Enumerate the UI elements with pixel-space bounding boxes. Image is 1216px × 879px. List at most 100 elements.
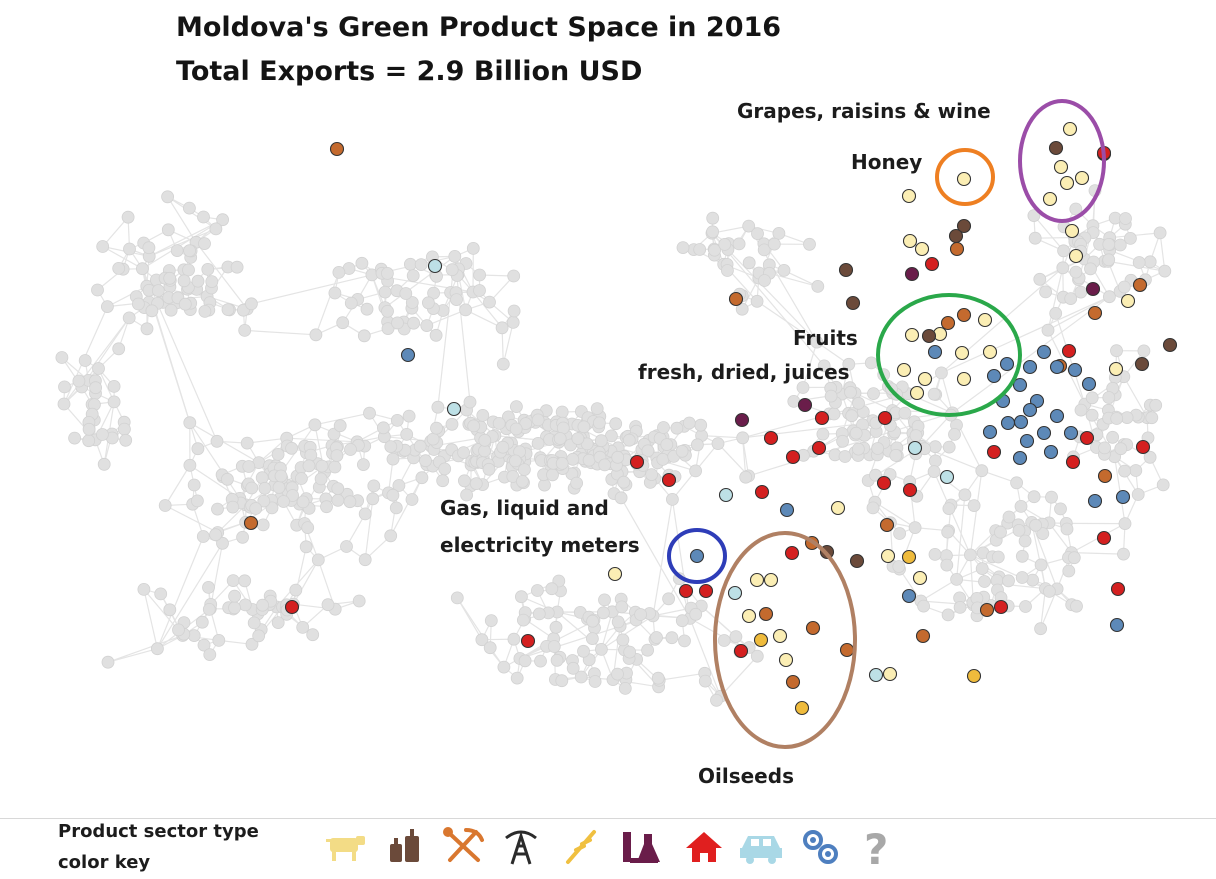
network-node (118, 422, 131, 436)
export-product-node (1061, 343, 1077, 359)
network-edge (816, 341, 850, 365)
network-node (289, 583, 303, 597)
network-node (421, 296, 435, 310)
network-node (598, 593, 611, 607)
export-product-node (1085, 281, 1101, 297)
network-node (1036, 527, 1050, 540)
network-node (1145, 411, 1159, 425)
network-node (739, 470, 753, 484)
network-node (386, 488, 400, 502)
network-node (708, 243, 721, 257)
network-node (457, 446, 471, 460)
network-node (1027, 490, 1041, 504)
network-node (1102, 253, 1116, 267)
network-node (405, 296, 419, 309)
network-node (1039, 285, 1052, 299)
network-node (706, 225, 719, 239)
network-node (736, 431, 750, 445)
network-edge (899, 568, 922, 602)
network-node (586, 632, 599, 645)
export-product-node (982, 344, 998, 360)
export-product-node (784, 545, 800, 561)
network-edge (156, 536, 204, 649)
network-node (309, 328, 323, 342)
network-node (330, 449, 344, 463)
network-node (1018, 534, 1032, 548)
export-product-node (284, 599, 300, 615)
network-node (448, 249, 462, 263)
export-product-node (927, 344, 943, 360)
network-node (405, 493, 419, 506)
network-node (796, 381, 810, 394)
network-node (137, 583, 151, 596)
export-product-node (876, 475, 892, 491)
network-node (473, 268, 487, 282)
export-product-node (1135, 439, 1151, 455)
network-node (384, 440, 398, 454)
network-edge (756, 300, 818, 343)
network-node (1028, 231, 1042, 245)
network-node (641, 444, 655, 458)
export-product-node (877, 410, 893, 426)
oil-derrick-icon (505, 830, 537, 865)
network-node (333, 419, 347, 433)
network-edge (1114, 456, 1126, 524)
network-node (1143, 255, 1157, 269)
network-node (183, 458, 197, 472)
network-node (112, 261, 126, 275)
network-node (577, 420, 591, 434)
network-node (1098, 441, 1111, 455)
export-product-node (956, 171, 972, 187)
export-product-node (1049, 408, 1065, 424)
question-mark-icon: ? (864, 826, 888, 870)
network-node (101, 300, 114, 314)
network-node (678, 634, 691, 648)
network-node (1057, 244, 1070, 258)
network-node (478, 433, 492, 447)
network-node (119, 433, 133, 447)
svg-text:?: ? (864, 826, 888, 870)
network-node (436, 474, 450, 488)
export-product-node (779, 502, 795, 518)
network-node (89, 381, 102, 395)
network-node (611, 615, 625, 629)
network-node (183, 416, 197, 430)
network-node (1014, 499, 1028, 513)
network-edge (1033, 215, 1065, 252)
network-node (689, 464, 702, 478)
network-node (122, 311, 136, 325)
network-edge (652, 499, 673, 616)
network-node (459, 303, 473, 317)
network-node (967, 499, 981, 513)
network-node (698, 674, 712, 688)
network-node (381, 304, 394, 318)
network-node (550, 653, 564, 667)
network-node (445, 417, 459, 431)
network-edge (63, 317, 130, 405)
network-node (597, 606, 610, 620)
grapes-cluster-ellipse (1018, 99, 1106, 223)
network-edge (920, 578, 957, 602)
network-edge (1071, 552, 1124, 555)
export-product-node (1036, 344, 1052, 360)
network-node (1012, 524, 1026, 537)
network-node (549, 620, 563, 634)
network-node (1153, 226, 1167, 240)
house-icon (686, 832, 722, 862)
export-product-node (427, 258, 443, 274)
network-node (407, 316, 421, 330)
network-node (331, 493, 345, 507)
honey-annotation: Honey (851, 150, 923, 174)
chart-title: Moldova's Green Product Space in 2016 (176, 12, 782, 43)
export-product-node (1162, 337, 1178, 353)
network-edge (941, 296, 1110, 374)
network-node (91, 283, 104, 297)
network-node (340, 540, 353, 553)
export-product-node (520, 633, 536, 649)
network-node (450, 293, 463, 307)
network-node (238, 323, 252, 337)
network-node (247, 616, 261, 630)
network-node (328, 460, 342, 474)
meters-annotation-line2: electricity meters (440, 533, 640, 557)
network-edge (251, 274, 373, 305)
